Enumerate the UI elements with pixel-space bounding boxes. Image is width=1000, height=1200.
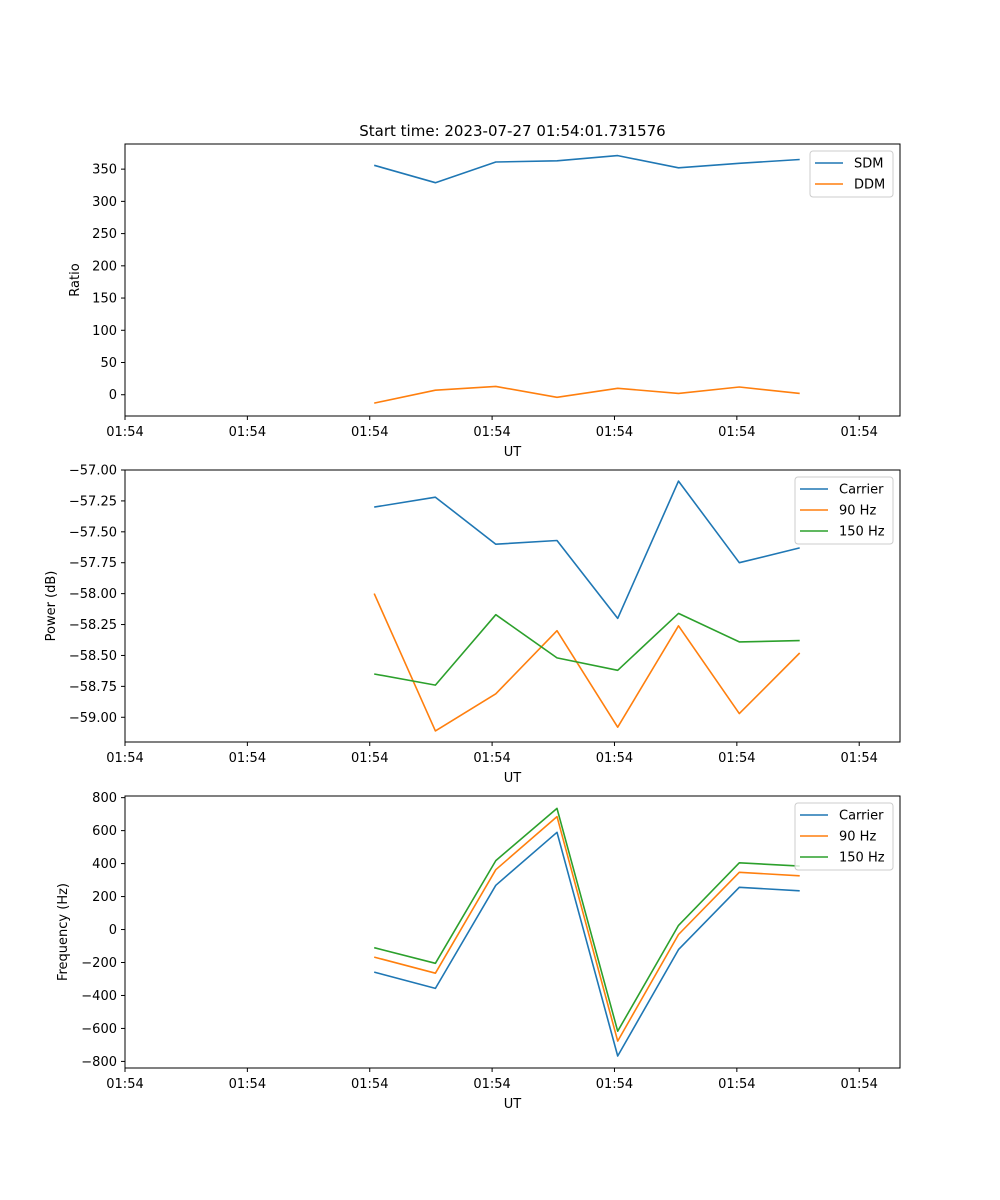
x-tick-label: 01:54 — [596, 1077, 633, 1092]
y-tick-label: −57.50 — [69, 525, 117, 540]
legend-label: DDM — [854, 178, 885, 193]
series-line-ddm — [374, 385, 800, 404]
y-tick-label: 50 — [100, 356, 117, 371]
y-tick-label: 400 — [92, 857, 117, 872]
subplot-2: 01:54 01:54 01:54 01:54 01:54 01:54 01:54 UT −57… — [44, 464, 901, 786]
x-tick-label: 01:54 — [106, 1077, 143, 1092]
y-tick-label: 300 — [92, 195, 117, 210]
legend-label: Carrier — [839, 483, 884, 498]
legend-box — [794, 476, 894, 545]
legend-label: SDM — [854, 157, 883, 172]
series-line-150-hz — [374, 807, 800, 1032]
legend: SDM DDM — [809, 150, 894, 198]
y-tick-label: 200 — [92, 259, 117, 274]
x-axis-label: UT — [504, 1097, 522, 1112]
x-tick-label: 01:54 — [840, 751, 877, 766]
legend-label: 90 Hz — [839, 830, 876, 845]
plot-frame — [124, 795, 901, 1069]
legend: Carrier 90 Hz 150 Hz — [794, 802, 894, 871]
y-axis-label: Ratio — [68, 263, 83, 296]
y-tick-label: 200 — [92, 890, 117, 905]
x-tick-label: 01:54 — [351, 425, 388, 440]
legend: Carrier 90 Hz 150 Hz — [794, 476, 894, 545]
y-tick-label: −600 — [81, 1022, 117, 1037]
y-axis-label: Frequency (Hz) — [56, 883, 71, 981]
y-tick-label: −57.75 — [69, 556, 117, 571]
y-tick-label: −58.00 — [69, 587, 117, 602]
x-tick-label: 01:54 — [473, 1077, 510, 1092]
y-tick-label: −57.00 — [69, 464, 117, 479]
y-tick-label: 800 — [92, 791, 117, 806]
x-tick-label: 01:54 — [718, 751, 755, 766]
y-tick-label: −57.25 — [69, 494, 117, 509]
x-tick-label: 01:54 — [351, 1077, 388, 1092]
plot-frame — [124, 143, 901, 417]
subplot-1: 01:54 01:54 01:54 01:54 01:54 01:54 01:54 UT 0 50… — [68, 122, 901, 460]
x-tick-label: 01:54 — [596, 751, 633, 766]
x-tick-label: 01:54 — [840, 425, 877, 440]
series-line-sdm — [373, 154, 800, 184]
chart-title: Start time: 2023-07-27 01:54:01.731576 — [359, 122, 665, 140]
x-tick-label: 01:54 — [473, 751, 510, 766]
y-tick-label: 250 — [92, 227, 117, 242]
x-axis-label: UT — [504, 771, 522, 786]
series-line-90-hz — [373, 593, 801, 732]
x-tick-label: 01:54 — [351, 751, 388, 766]
legend-label: 150 Hz — [839, 525, 885, 540]
series-line-90-hz — [373, 815, 800, 1042]
x-tick-label: 01:54 — [229, 425, 266, 440]
x-tick-label: 01:54 — [840, 1077, 877, 1092]
y-tick-label: −59.00 — [69, 711, 117, 726]
legend-label: Carrier — [839, 809, 884, 824]
x-tick-label: 01:54 — [106, 425, 143, 440]
series-line-150-hz — [374, 612, 800, 686]
plot-frame — [124, 469, 901, 743]
x-tick-label: 01:54 — [596, 425, 633, 440]
y-tick-label: 350 — [92, 163, 117, 178]
y-tick-label: 0 — [109, 923, 117, 938]
x-tick-label: 01:54 — [229, 1077, 266, 1092]
y-tick-label: −400 — [81, 989, 117, 1004]
y-tick-label: −58.75 — [69, 680, 117, 695]
y-tick-label: −800 — [81, 1055, 117, 1070]
y-tick-label: −58.25 — [69, 618, 117, 633]
x-tick-label: 01:54 — [718, 425, 755, 440]
x-tick-label: 01:54 — [229, 751, 266, 766]
series-line-carrier — [373, 831, 800, 1057]
x-tick-label: 01:54 — [106, 751, 143, 766]
y-tick-label: −200 — [81, 956, 117, 971]
y-tick-label: 150 — [92, 292, 117, 307]
x-tick-label: 01:54 — [718, 1077, 755, 1092]
y-tick-label: 100 — [92, 324, 117, 339]
series-line-carrier — [374, 480, 800, 620]
legend-label: 150 Hz — [839, 851, 885, 866]
y-tick-label: −58.50 — [69, 649, 117, 664]
legend-box — [794, 802, 894, 871]
subplot-3: 01:54 01:54 01:54 01:54 01:54 01:54 01:54 UT 800… — [56, 791, 901, 1112]
legend-label: 90 Hz — [839, 504, 876, 519]
x-axis-label: UT — [504, 445, 522, 460]
y-axis-label: Power (dB) — [44, 571, 59, 642]
y-tick-label: 0 — [109, 388, 117, 403]
x-tick-label: 01:54 — [473, 425, 510, 440]
y-tick-label: 600 — [92, 824, 117, 839]
